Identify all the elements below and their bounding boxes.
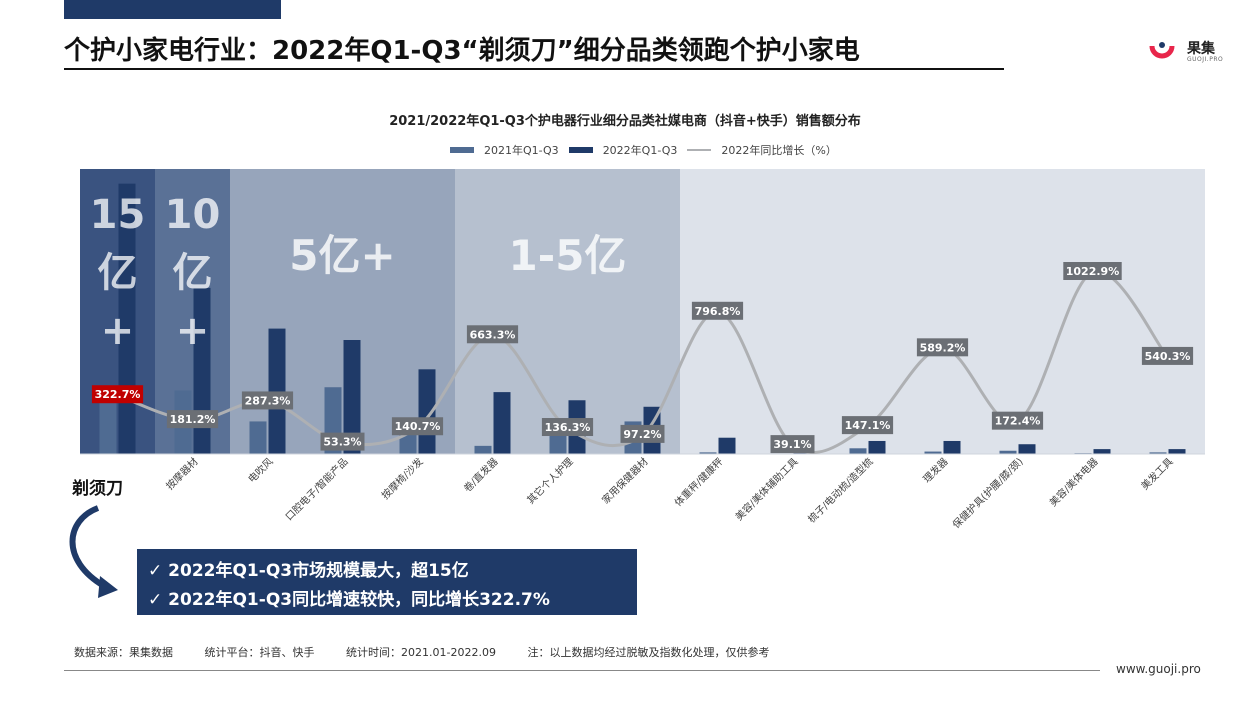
growth-data-label: 172.4% [995,415,1041,428]
footer: 数据来源：果集数据 统计平台：抖音、快手 统计时间：2021.01-2022.0… [74,644,797,660]
tier-label: 1-5亿 [509,231,627,280]
footer-platform: 统计平台：抖音、快手 [204,646,315,659]
category-tick-label: 保健护具(护腰/膝/颈) [950,455,1026,531]
callout-box [137,549,637,615]
category-tick-label: 家用保健器材 [599,455,651,507]
growth-label-bg [91,385,144,404]
callout-line-1: ✓ 2022年Q1-Q3市场规模最大，超15亿 [148,561,469,581]
growth-label-bg [1141,346,1194,365]
chart-title: 2021/2022年Q1-Q3个护电器行业细分品类社媒电商（抖音+快手）销售额分… [389,114,861,129]
bar-2022 [1093,449,1111,454]
tier-label: 亿 [173,250,213,296]
footer-period: 统计时间：2021.01-2022.09 [346,646,496,659]
bar-2021 [999,450,1017,454]
growth-data-label: 663.3% [470,328,516,341]
legend-swatch-2021 [450,147,474,153]
curved-arrow-icon [69,505,118,598]
chart-legend: 2021年Q1-Q3 2022年Q1-Q3 2022年同比增长（%） [450,142,841,158]
bar-2021 [474,445,492,454]
legend-line-growth [687,149,712,151]
tier-label: 10 [165,192,221,238]
growth-data-label: 39.1% [773,438,811,451]
bar-2022 [1168,449,1186,454]
logo-subtext: GUOJI.PRO [1187,56,1224,63]
tier-background [680,169,1205,454]
legend-label-growth: 2022年同比增长（%） [721,144,837,157]
sales-chart: 15 亿 +10 亿 +5亿+ 1-5亿 322.7% 181.2% 287.3% 53.3% 14… [80,169,1205,531]
growth-data-label: 1022.9% [1066,265,1119,278]
growth-label-bg [841,416,894,435]
growth-data-label: 589.2% [920,341,966,354]
category-tick-label: 按摩椅/沙发 [379,455,426,502]
growth-label-bg [620,424,665,443]
tier-label: 5亿+ [289,231,395,280]
bar-2022 [1018,444,1036,454]
bar-2021 [849,448,867,454]
bar-2021 [1149,452,1167,454]
tier-label: 亿 [98,250,138,296]
footer-source: 数据来源：果集数据 [74,646,173,659]
callout-line-2: ✓ 2022年Q1-Q3同比增速较快，同比增长322.7% [148,590,550,610]
bar-2022 [343,340,361,454]
growth-data-label: 287.3% [245,394,291,407]
footer-divider [64,670,1100,671]
tier-label: + [176,308,210,354]
bar-2022 [868,440,886,454]
legend-label-2021: 2021年Q1-Q3 [484,144,559,157]
category-tick-label: 电吹风 [245,455,275,485]
bar-2021 [699,452,717,454]
category-tick-label: 卷/直发器 [461,455,501,495]
bar-2022 [493,392,511,454]
logo-text: 果集 [1187,41,1215,57]
tier-background [455,169,680,454]
category-tick-label: 按摩器材 [163,455,200,492]
tier-label: + [101,308,135,354]
legend-swatch-2022 [568,147,593,153]
legend-label-2022: 2022年Q1-Q3 [602,144,678,157]
razor-label: 剃须刀 [72,479,123,499]
growth-data-label: 97.2% [623,428,661,441]
growth-data-label: 540.3% [1145,350,1191,363]
growth-label-bg [770,435,815,454]
footer-note: 注：以上数据均经过脱敏及指数化处理，仅供参考 [527,646,770,659]
growth-data-label: 140.7% [395,420,441,433]
growth-label-bg [541,418,594,437]
category-tick-label: 口腔电子/智能产品 [282,455,350,523]
tier-label: 15 [90,192,146,238]
growth-data-label: 796.8% [695,305,741,318]
website-link[interactable]: www.guoji.pro [1116,662,1201,676]
category-tick-label: 理发器 [920,455,950,485]
category-tick-label: 体重秤/健康秤 [672,455,726,509]
page-title: 个护小家电行业：2022年Q1-Q3“剃须刀”细分品类领跑个护小家电 [64,36,860,66]
growth-data-label: 147.1% [845,419,891,432]
bar-2022 [943,440,961,454]
growth-label-bg [241,391,294,410]
growth-label-bg [466,325,519,344]
growth-data-label: 322.7% [95,388,141,401]
category-tick-label: 美发工具 [1138,455,1175,492]
growth-data-label: 136.3% [545,421,591,434]
bar-2022 [718,437,736,454]
top-accent-bar [64,0,281,19]
bar-2022 [268,328,286,454]
title-underline [64,68,1004,70]
growth-label-bg [691,301,744,320]
growth-label-bg [991,411,1044,430]
guoji-logo-icon [1149,42,1175,59]
growth-data-label: 181.2% [170,413,216,426]
growth-data-label: 53.3% [323,436,361,449]
category-tick-label: 美容/美体辅助工具 [732,455,800,523]
growth-label-bg [166,410,219,429]
category-tick-label: 美容/美体电器 [1047,455,1101,509]
category-tick-label: 梳子/电动梳/造型梳 [805,455,876,526]
bar-2021 [924,451,942,454]
bar-2021 [249,421,267,454]
growth-label-bg [1063,262,1122,280]
tier-background [155,169,230,454]
growth-label-bg [391,417,444,436]
growth-label-bg [320,432,365,451]
category-tick-label: 其它个人护理 [524,455,576,507]
growth-label-bg [916,338,969,357]
